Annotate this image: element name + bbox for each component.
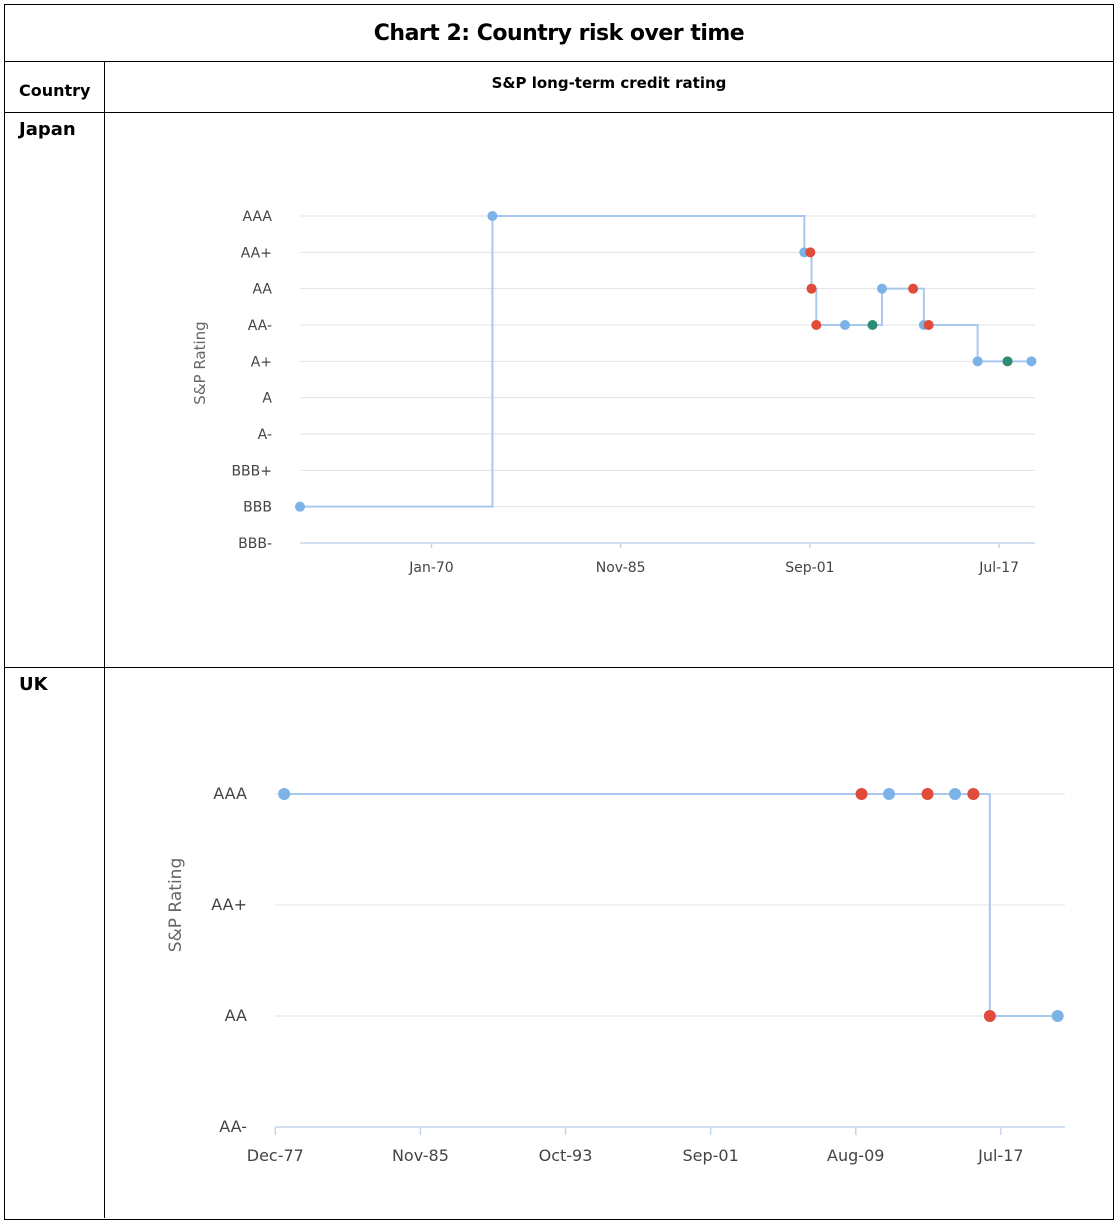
rating-point-blue <box>295 501 305 512</box>
x-tick-label: Jul-17 <box>978 560 1019 576</box>
x-tick-label: Sep-01 <box>682 1146 738 1165</box>
rating-point-blue <box>883 788 896 800</box>
rating-point-red <box>967 788 980 800</box>
rating-point-blue <box>278 788 291 800</box>
y-tick-label: BBB+ <box>231 463 272 479</box>
country-column-header-cell: Country <box>5 62 105 112</box>
rating-point-red <box>923 320 934 330</box>
rating-point-blue <box>1051 1010 1064 1022</box>
uk-rating-chart: AA- AA AA+ AAA S&P Rating Dec-77 Nov-85 Oct-93 S… <box>166 784 1065 1165</box>
x-tick-label: Jul-17 <box>977 1146 1023 1165</box>
y-tick-label: AA+ <box>211 895 247 914</box>
rating-point-red <box>921 788 934 800</box>
x-tick-label: Aug-09 <box>827 1146 884 1165</box>
x-tick-label: Dec-77 <box>247 1146 304 1165</box>
rating-point-red <box>806 283 817 294</box>
country-column-header: Country <box>19 81 91 100</box>
rating-point-blue <box>839 320 850 330</box>
chart-title: Chart 2: Country risk over time <box>373 20 745 46</box>
rating-point-red <box>805 247 816 258</box>
x-tick-label: Nov-85 <box>596 560 646 576</box>
rating-step-line <box>300 215 1032 508</box>
country-label-uk: UK <box>19 674 48 695</box>
rating-point-red <box>983 1010 996 1022</box>
rating-point-blue <box>487 211 498 221</box>
table-row-uk: UK AA- AA AA+ AAA S&P Rating Dec-77 Nov-85 Oct-… <box>5 668 1113 1218</box>
y-axis-title: S&P Rating <box>191 321 209 404</box>
rating-point-red <box>811 320 822 330</box>
y-tick-label: A- <box>258 427 272 443</box>
rating-column-header: S&P long-term credit rating <box>491 74 727 92</box>
x-tick-label: Jan-70 <box>408 560 453 576</box>
x-tick-label: Oct-93 <box>539 1146 593 1165</box>
rating-point-blue <box>972 356 983 367</box>
y-tick-label: BBB <box>243 500 272 516</box>
country-label-japan: Japan <box>19 119 76 140</box>
y-tick-label: A <box>262 391 272 407</box>
y-tick-label: AA- <box>219 1117 247 1136</box>
y-tick-label: A+ <box>251 354 272 370</box>
y-tick-label: AA <box>252 282 272 298</box>
table-header-row: Country S&P long-term credit rating <box>5 62 1113 113</box>
y-tick-label: AA- <box>248 318 272 334</box>
y-tick-label: AA <box>225 1006 247 1025</box>
x-tick-label: Nov-85 <box>392 1146 449 1165</box>
y-tick-label: AA+ <box>241 245 272 261</box>
country-cell-japan: Japan <box>5 113 105 667</box>
y-tick-label: BBB- <box>238 536 272 552</box>
table-row-japan: Japan BBB- BBB BBB+ A- A A+ AA- AA AA+ AAA S&P Rat… <box>5 113 1113 668</box>
y-axis-title: S&P Rating <box>166 858 186 953</box>
rating-point-green <box>1002 356 1013 367</box>
rating-point-blue <box>877 283 888 294</box>
rating-point-red <box>908 283 919 294</box>
table-title-row: Chart 2: Country risk over time <box>5 5 1113 62</box>
rating-point-blue <box>949 788 962 800</box>
ratings-table: Chart 2: Country risk over time Country … <box>4 4 1114 1220</box>
x-tick-label: Sep-01 <box>785 560 834 576</box>
y-tick-label: AAA <box>242 209 272 225</box>
y-tick-label: AAA <box>213 784 247 803</box>
country-cell-uk: UK <box>5 668 105 1218</box>
rating-point-red <box>855 788 868 800</box>
rating-point-green <box>867 320 878 330</box>
rating-point-blue <box>1026 356 1037 367</box>
